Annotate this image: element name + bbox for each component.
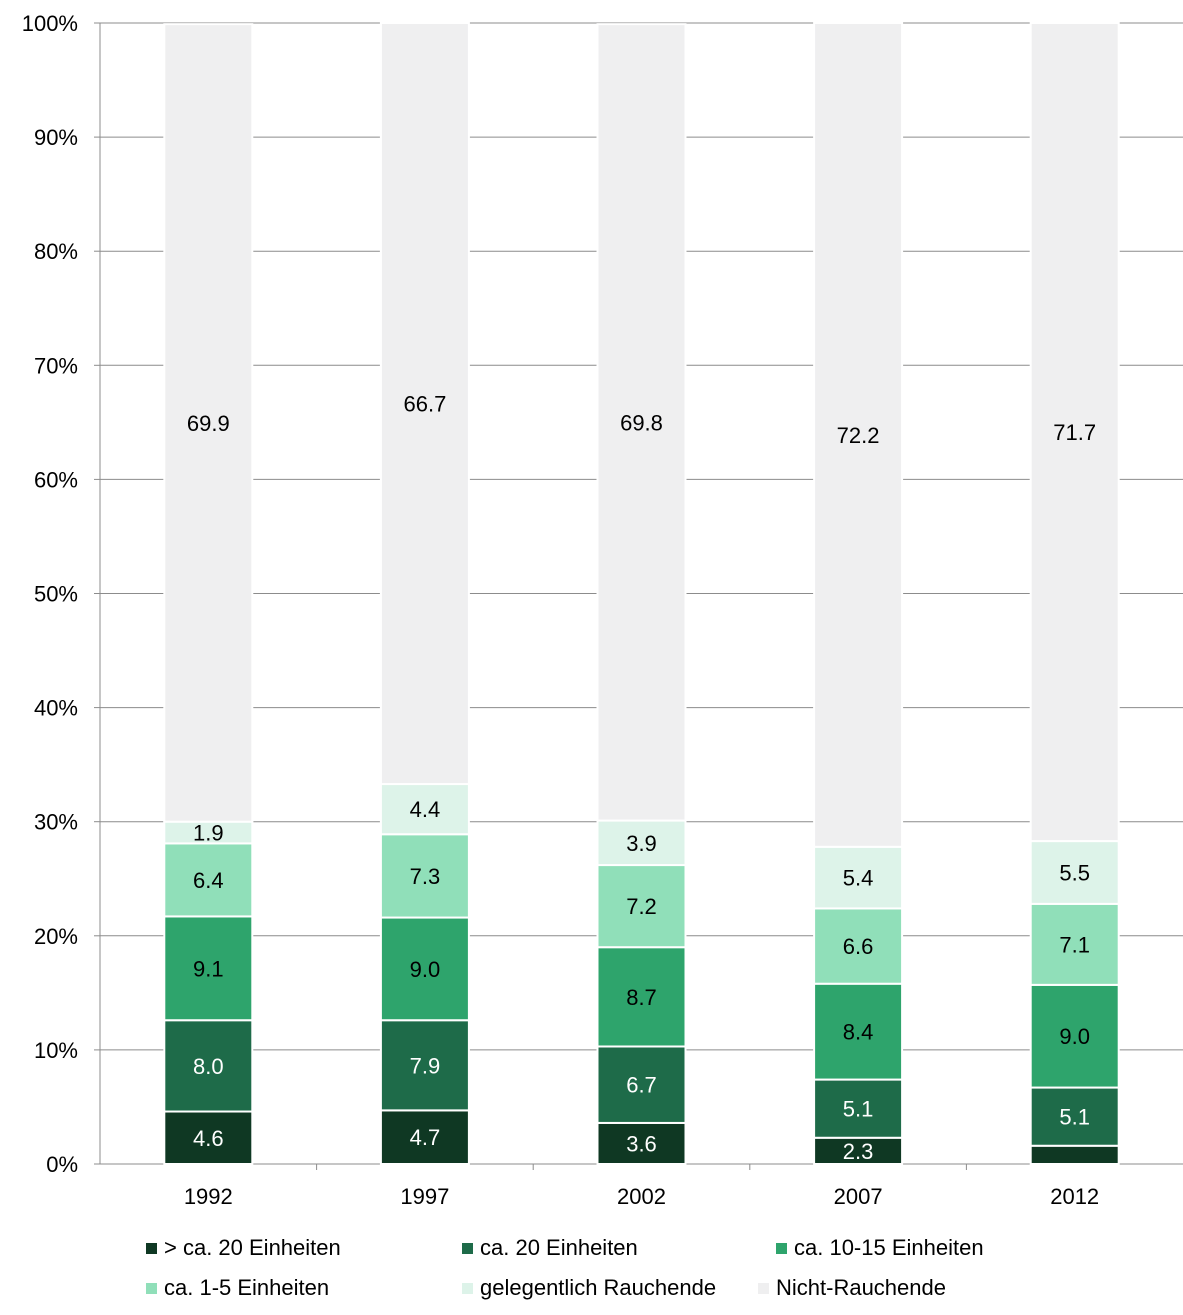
legend-item-nicht: Nicht-Rauchende xyxy=(758,1275,946,1301)
bar-segment xyxy=(1029,22,1120,843)
legend-swatch-gt20 xyxy=(146,1242,157,1254)
bar-segment xyxy=(379,1019,470,1112)
data-label: 5.1 xyxy=(843,1097,874,1122)
y-tick-label: 60% xyxy=(34,467,78,492)
axes: 0% 10% 20% 30% 40% 50% 60% 70% 80% 90% 100% 1992 199… xyxy=(22,11,1183,1209)
legend-label-1-5: ca. 1-5 Einheiten xyxy=(164,1275,330,1300)
x-tick-label: 1992 xyxy=(184,1184,233,1209)
data-label: 8.0 xyxy=(193,1054,224,1079)
data-label: 7.9 xyxy=(410,1053,441,1078)
legend-label-gt20: > ca. 20 Einheiten xyxy=(164,1235,341,1260)
legend-item-gt20: > ca. 20 Einheiten xyxy=(146,1235,341,1261)
data-label: 2.3 xyxy=(843,1139,874,1164)
data-label: 71.7 xyxy=(1053,420,1096,445)
legend-label-20: ca. 20 Einheiten xyxy=(480,1235,638,1260)
y-tick-label: 20% xyxy=(34,924,78,949)
x-tick-label: 2002 xyxy=(617,1184,666,1209)
data-label: 5.5 xyxy=(1059,860,1090,885)
bar-segment xyxy=(163,23,254,823)
data-label: 9.0 xyxy=(1059,1024,1090,1049)
y-tick-label: 30% xyxy=(34,810,78,835)
bar-segment xyxy=(379,783,470,836)
legend-row-2: ca. 1-5 Einheiten gelegentlich Rauchende… xyxy=(146,1275,1156,1315)
data-label: 69.8 xyxy=(620,410,663,435)
legend: > ca. 20 Einheiten ca. 20 Einheiten ca. … xyxy=(146,1235,1156,1315)
bar-segment xyxy=(1029,902,1120,986)
data-label: 3.9 xyxy=(626,831,657,856)
legend-swatch-nicht xyxy=(758,1282,769,1294)
data-label: 9.0 xyxy=(410,957,441,982)
bar-segment xyxy=(379,1109,470,1166)
bar-segment xyxy=(813,982,904,1081)
legend-label-nicht: Nicht-Rauchende xyxy=(776,1275,946,1300)
bar-segment xyxy=(596,819,687,867)
bar-segment xyxy=(1029,1144,1120,1166)
legend-label-10-15: ca. 10-15 Einheiten xyxy=(794,1235,984,1260)
y-tick-label: 70% xyxy=(34,353,78,378)
legend-row-1: > ca. 20 Einheiten ca. 20 Einheiten ca. … xyxy=(146,1235,1156,1275)
legend-label-gelegentlich: gelegentlich Rauchende xyxy=(480,1275,717,1300)
data-label: 7.3 xyxy=(410,864,441,889)
data-label: 9.1 xyxy=(193,956,224,981)
y-tick-label: 50% xyxy=(34,582,78,607)
data-label: 6.6 xyxy=(843,934,874,959)
bar-segment xyxy=(596,23,687,822)
data-label: 6.4 xyxy=(193,868,224,893)
data-label: 5.4 xyxy=(843,866,874,891)
x-tick-label: 2007 xyxy=(834,1184,883,1209)
data-label: 4.7 xyxy=(410,1125,441,1150)
bar-segment xyxy=(1029,983,1120,1089)
y-tick-label: 10% xyxy=(34,1038,78,1063)
y-tick-label: 90% xyxy=(34,125,78,150)
data-label: 66.7 xyxy=(403,392,446,417)
bar-segment xyxy=(379,22,470,786)
data-label: 6.7 xyxy=(626,1073,657,1098)
stacked-bar-chart: 0% 10% 20% 30% 40% 50% 60% 70% 80% 90% 100% 1992 199… xyxy=(22,11,1183,1209)
data-label: 1.9 xyxy=(193,821,224,846)
data-label: 3.6 xyxy=(626,1131,657,1156)
data-labels: 4.6 8.0 9.1 6.4 1.9 69.9 4.7 7.9 9.0 7.3 4.4 66.7 3.… xyxy=(187,392,1096,1164)
bar-segment xyxy=(813,1136,904,1165)
x-tick-label: 2012 xyxy=(1050,1184,1099,1209)
bar-segment xyxy=(163,1019,254,1113)
y-tick-label: 80% xyxy=(34,239,78,264)
data-label: 69.9 xyxy=(187,411,230,436)
legend-item-1-5: ca. 1-5 Einheiten xyxy=(146,1275,329,1301)
legend-swatch-1-5 xyxy=(146,1282,157,1294)
legend-item-gelegentlich: gelegentlich Rauchende xyxy=(462,1275,716,1301)
y-tick-label: 40% xyxy=(34,696,78,721)
bar-segment xyxy=(379,833,470,919)
bar-segment xyxy=(596,946,687,1048)
legend-swatch-20 xyxy=(462,1242,473,1254)
legend-swatch-gelegentlich xyxy=(462,1282,473,1294)
legend-swatch-10-15 xyxy=(776,1242,787,1254)
x-tick-label: 1997 xyxy=(400,1184,449,1209)
data-label: 72.2 xyxy=(837,423,880,448)
bar-segment xyxy=(163,1110,254,1166)
legend-item-10-15: ca. 10-15 Einheiten xyxy=(776,1235,984,1261)
data-label: 4.6 xyxy=(193,1126,224,1151)
bar-segment xyxy=(379,916,470,1022)
data-label: 4.4 xyxy=(410,797,441,822)
y-tick-label: 0% xyxy=(46,1152,78,1177)
data-label: 8.7 xyxy=(626,985,657,1010)
bars xyxy=(163,22,1120,1166)
y-tick-label: 100% xyxy=(22,11,78,36)
data-label: 7.2 xyxy=(626,894,657,919)
data-label: 7.1 xyxy=(1059,932,1090,957)
bar-segment xyxy=(813,22,904,848)
legend-item-20: ca. 20 Einheiten xyxy=(462,1235,638,1261)
data-label: 5.1 xyxy=(1059,1105,1090,1130)
data-label: 8.4 xyxy=(843,1020,874,1045)
